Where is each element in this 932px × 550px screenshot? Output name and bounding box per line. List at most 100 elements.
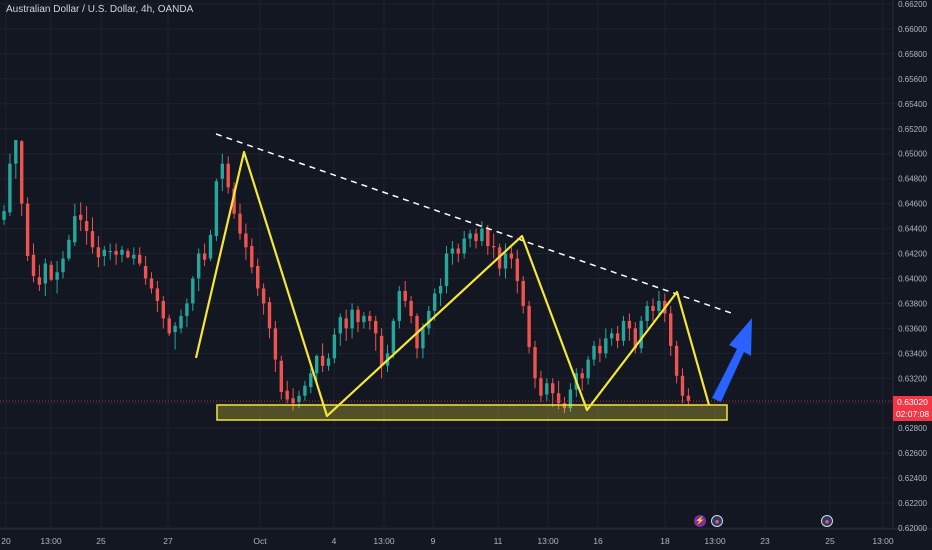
x-tick-label: 4: [332, 536, 337, 546]
candle: [191, 275, 195, 311]
x-tick-label: 13:00: [872, 536, 894, 546]
candle-body: [291, 398, 295, 404]
candle: [61, 251, 65, 279]
candle: [444, 246, 449, 294]
y-tick-label: 0.62800: [898, 424, 927, 433]
candle-body: [444, 253, 449, 286]
candle: [315, 354, 319, 385]
candle: [208, 229, 213, 262]
candle: [285, 380, 289, 404]
candle-body: [468, 233, 472, 239]
candle: [468, 229, 472, 248]
candle-body: [61, 258, 65, 273]
candle-body: [173, 325, 177, 333]
candle: [202, 243, 207, 266]
candle-body: [120, 249, 124, 255]
candle: [509, 247, 514, 269]
candle: [238, 203, 242, 240]
candle-body: [31, 254, 36, 276]
candle-body: [492, 246, 496, 248]
candle-body: [84, 221, 89, 232]
candle-body: [657, 300, 661, 311]
candle-body: [686, 395, 691, 401]
candle-body: [450, 248, 455, 254]
candle: [25, 197, 30, 262]
lightning-icon[interactable]: ⚡: [694, 515, 706, 527]
candle: [356, 305, 360, 333]
candle-body: [533, 347, 537, 379]
candle-body: [79, 214, 83, 220]
y-tick-label: 0.62400: [898, 474, 927, 483]
candle: [149, 272, 154, 294]
candle-body: [132, 254, 136, 259]
candle: [415, 313, 419, 359]
candle-body: [680, 375, 685, 396]
y-tick-label: 0.64600: [898, 200, 927, 209]
candle-body: [149, 278, 154, 289]
candle-body: [433, 293, 437, 311]
y-tick-label: 0.64800: [898, 175, 927, 184]
au-flag-icon[interactable]: ●: [821, 515, 833, 527]
y-tick-label: 0.63400: [898, 349, 927, 358]
candle-body: [598, 345, 602, 354]
candle: [680, 368, 685, 404]
candle: [173, 322, 177, 350]
candle: [37, 264, 42, 291]
candle: [403, 280, 407, 308]
current-price-label: 0.63020: [897, 397, 928, 407]
candle-body: [615, 333, 620, 341]
candle-body: [509, 253, 514, 259]
candle-body: [580, 373, 584, 379]
candle-body: [621, 320, 626, 341]
candle-body: [545, 383, 549, 395]
candle-body: [14, 139, 18, 164]
current-price-badge: 0.63020 02:07:08: [893, 396, 932, 421]
candle: [379, 328, 384, 379]
candle: [79, 202, 83, 232]
y-tick-label: 0.62600: [898, 449, 927, 458]
y-tick-label: 0.63800: [898, 299, 927, 308]
candle: [138, 247, 142, 266]
candle: [108, 243, 112, 260]
candle: [167, 314, 171, 336]
candle-body: [303, 385, 307, 396]
x-tick-label: 23: [760, 536, 770, 546]
candle: [67, 234, 71, 262]
candle-body: [126, 251, 130, 258]
candle: [639, 315, 643, 354]
us-flag-icon[interactable]: ●: [711, 515, 723, 527]
candles-layer: [2, 139, 691, 414]
candle: [651, 298, 655, 321]
candle-body: [486, 228, 490, 247]
candle: [244, 223, 248, 260]
candle: [368, 310, 372, 330]
candle: [291, 388, 295, 411]
candle-body: [8, 163, 12, 213]
candle: [320, 343, 325, 373]
candle: [657, 290, 661, 316]
candle: [374, 315, 378, 351]
candle-body: [309, 373, 313, 388]
price-scale-bg: [893, 0, 932, 529]
candle-body: [503, 253, 508, 269]
candle-body: [90, 231, 95, 248]
candle-body: [244, 233, 248, 248]
candle: [303, 380, 307, 401]
candle-body: [379, 335, 384, 366]
x-axis: 20 13:00 25 27 Oct 4 13:00 9 11 13:00 16 18 13:00 23 2…: [1, 536, 894, 546]
candle-body: [627, 320, 632, 329]
candle: [462, 231, 466, 259]
candle-body: [267, 302, 272, 329]
y-tick-label: 0.65400: [898, 100, 927, 109]
y-tick-label: 0.64200: [898, 250, 927, 259]
x-tick-label: 20: [1, 536, 11, 546]
candle-body: [20, 141, 24, 204]
candle-body: [261, 288, 266, 304]
candle: [604, 328, 608, 359]
candle: [515, 249, 519, 294]
candle-body: [138, 254, 142, 264]
x-tick-label: 27: [163, 536, 173, 546]
candle: [326, 353, 331, 371]
candle: [43, 258, 47, 296]
